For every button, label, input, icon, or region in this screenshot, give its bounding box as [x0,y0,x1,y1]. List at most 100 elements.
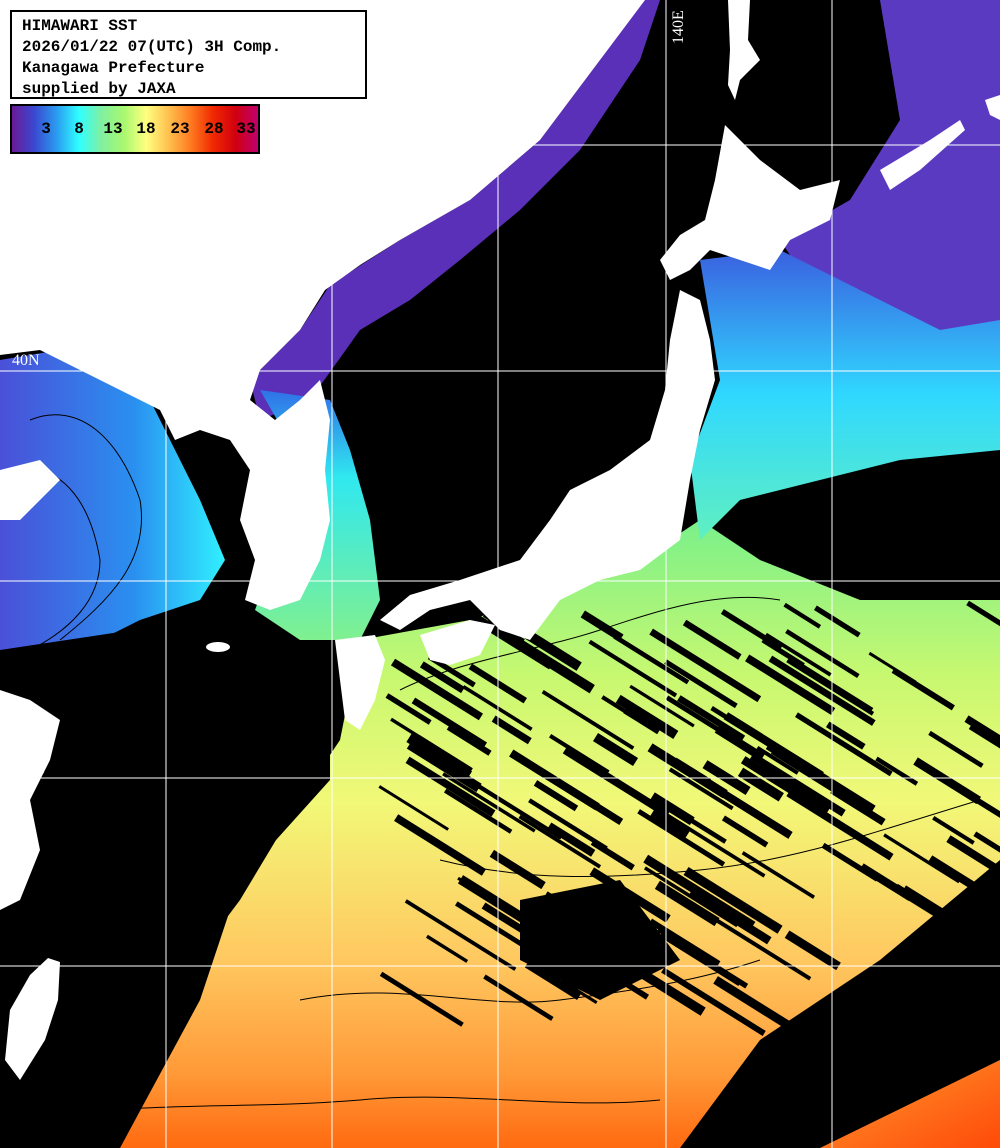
cloud-streak [710,915,812,981]
cloud-streak [637,809,726,867]
cloud-streak [894,883,985,944]
cloud-streak [795,712,893,777]
cloud-streak [654,880,720,927]
cloud-streak [713,976,801,1036]
cloud-streak [528,798,608,851]
colorbar-tick: 3 [41,120,51,138]
title-region: Kanagawa Prefecture [22,59,205,77]
cloud-streak [745,654,836,715]
colorbar-tick: 8 [74,120,84,138]
land-shandong [0,460,60,520]
colorbar-tick: 18 [136,120,156,138]
cloud-streak [681,813,727,844]
cloud-streak [405,756,496,817]
sst-sea-of-japan-north [250,0,660,420]
cloud-streak [442,772,536,833]
cloud-streak [924,960,993,1008]
cloud-streak [404,899,517,971]
cloud-streak [481,902,564,958]
cloud-streak [650,808,690,839]
cloud-streak [525,935,598,984]
cloud-streak [454,901,560,970]
cloud-streak [761,637,805,668]
colorbar-tick: 33 [236,120,256,138]
cloud-streak [566,944,650,1000]
sst-yellow-sea [0,350,225,670]
colorbar-tick: 13 [103,120,123,138]
land-kyushu [335,635,385,730]
cloud-streak [950,926,1000,991]
cloud-streak [406,733,472,780]
cloud-streak [593,733,639,767]
land-hokkaido [660,125,840,280]
cloud-streak [928,730,984,768]
cloud-streak [541,689,635,750]
cloud-streak [913,757,982,805]
colorbar-tick: 28 [204,120,224,138]
cloud-streak [560,979,598,1005]
cloud-streak [601,695,656,732]
lat-label-30n: 30N [18,760,46,777]
cloud-mask [0,600,1000,1148]
cloud-streak [615,694,679,739]
cloud-streak [390,658,484,721]
cloud-streak [783,602,822,629]
cloud-streak [825,721,866,750]
cloud-streak [677,695,746,742]
cloud-streak [883,833,961,884]
cloud-streak [971,795,1000,824]
cloud-streak [390,717,473,772]
cloud-streak [542,963,580,990]
cloud-streak [589,867,671,923]
cloud-streak [741,851,816,899]
land-taiwan [5,958,60,1080]
title-box: HIMAWARI SST 2026/01/22 07(UTC) 3H Comp.… [10,10,367,99]
cloud-streak [891,974,986,1036]
cloud-streak [579,793,624,825]
cloud-streak [419,661,465,694]
cloud-streak [629,684,695,728]
cloud-streak [378,785,450,831]
sst-south-pacific [0,520,1000,1148]
cloud-streak [688,888,772,945]
temperature-colorbar: 3 8 13 18 23 28 33 [10,104,260,154]
cloud-streak [784,930,841,971]
cloud-streak [683,867,783,934]
cloud-streak [973,831,1000,874]
cloud-streak [665,695,762,759]
land-sakhalin [728,0,760,100]
cloud-streak [379,971,464,1027]
cloud-streak [649,628,762,703]
cloud-streak [786,658,875,716]
cloud-streak [897,962,966,1009]
cloud-streak [427,654,476,688]
cloud-streak [562,746,670,818]
cloud-streak [814,605,861,638]
cloud-streak [547,822,596,857]
cloud-streak [590,839,635,871]
cloud-streak [509,749,600,811]
cloud-streak [723,712,824,780]
title-supplier: supplied by JAXA [22,80,176,98]
cloud-streak [425,934,469,963]
colorbar-tick: 23 [170,120,190,138]
cloud-streak [721,815,769,848]
cloud-streak [756,746,799,775]
cloud-streak [394,814,487,876]
cloud-streak [489,849,546,890]
land-honshu [380,290,715,640]
lat-label-40n: 40N [12,352,40,369]
land-jeju [206,642,230,652]
cloud-streak [664,659,738,709]
cloud-streak [966,600,1000,642]
cloud-streak [502,800,563,840]
cloud-streak [687,768,793,839]
cloud-streak [580,610,624,642]
cloud-streak [660,810,766,878]
cloud-streak [927,855,994,901]
cloud-streak [648,918,721,967]
cloud-streak [785,629,860,679]
lon-label-140e: 140E [670,10,687,44]
cloud-streak [385,693,432,725]
cloud-streak [978,939,1000,976]
